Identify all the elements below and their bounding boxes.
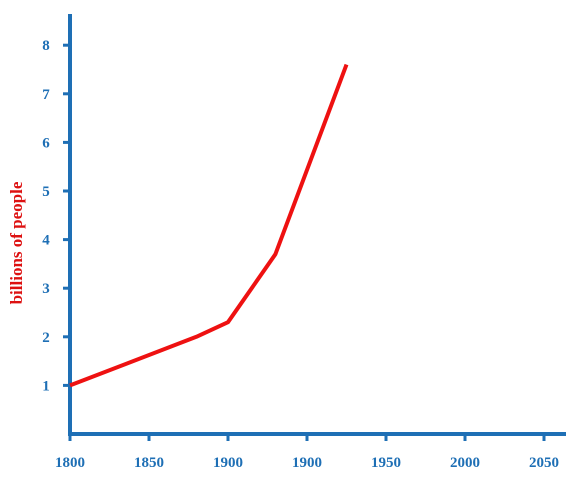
- x-tick-label-0: 1800: [55, 455, 85, 471]
- x-tick-label-4: 1950: [371, 455, 401, 471]
- y-tick-label-8: 8: [42, 38, 50, 54]
- axes: [68, 14, 566, 436]
- y-tick-label-7: 7: [42, 87, 50, 103]
- y-tick-label-2: 2: [42, 330, 50, 346]
- tick-marks: [63, 45, 544, 441]
- x-tick-label-1: 1850: [134, 455, 164, 471]
- series-lines: [70, 65, 347, 386]
- y-tick-label-3: 3: [42, 281, 50, 297]
- y-axis-label: billions of people: [7, 181, 26, 304]
- y-tick-label-1: 1: [42, 378, 50, 394]
- series-line-0: [70, 65, 347, 386]
- x-tick-label-5: 2000: [450, 455, 480, 471]
- y-tick-label-5: 5: [42, 184, 50, 200]
- y-tick-label-6: 6: [42, 135, 50, 151]
- y-tick-label-4: 4: [42, 233, 50, 249]
- x-tick-label-6: 2050: [529, 455, 559, 471]
- x-tick-label-3: 1900: [292, 455, 322, 471]
- tick-labels: 1 2 3 4 5 6 7 8 1800 1850 1900 1900 1950 2000 2050: [42, 38, 559, 471]
- x-tick-label-2: 1900: [213, 455, 243, 471]
